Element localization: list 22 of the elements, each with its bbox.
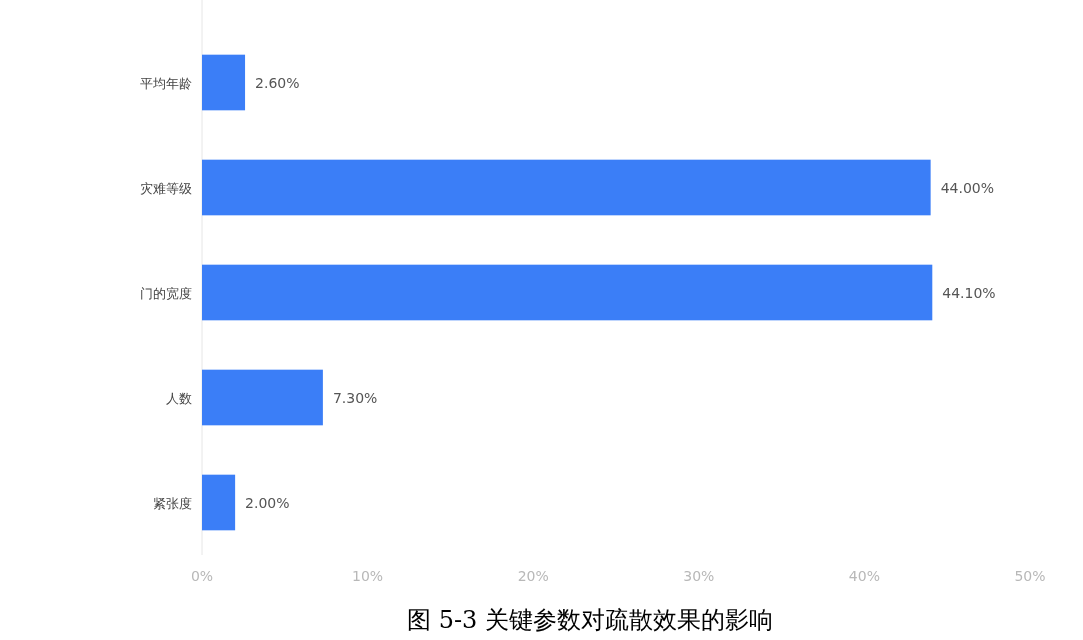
bar (202, 264, 933, 321)
x-tick-label: 30% (683, 568, 715, 584)
data-label: 44.10% (942, 284, 996, 301)
text: 图 5-3 关键参数对疏散效果的影响 (407, 606, 773, 634)
y-tick-label: 平均年龄 (140, 75, 192, 91)
data-label: 44.00% (940, 179, 995, 196)
y-tick-label: 人数 (166, 390, 192, 406)
data-label: 7.30% (332, 389, 378, 406)
y-tick-label: 紧张度 (153, 495, 192, 511)
y-tick-label: 灾难等级 (140, 180, 192, 196)
x-tick-label: 40% (848, 568, 880, 584)
x-tick-label: 20% (517, 568, 549, 584)
data-label: 2.60% (255, 74, 300, 91)
bar (202, 159, 931, 216)
y-tick-label: 门的宽度 (140, 285, 192, 301)
bar (202, 54, 246, 111)
bar (202, 369, 323, 426)
bar (202, 474, 236, 531)
x-tick-label: 0% (190, 568, 214, 584)
x-tick-label: 50% (1014, 568, 1046, 584)
x-tick-label: 10% (352, 568, 384, 584)
data-label: 2.00% (245, 494, 290, 511)
